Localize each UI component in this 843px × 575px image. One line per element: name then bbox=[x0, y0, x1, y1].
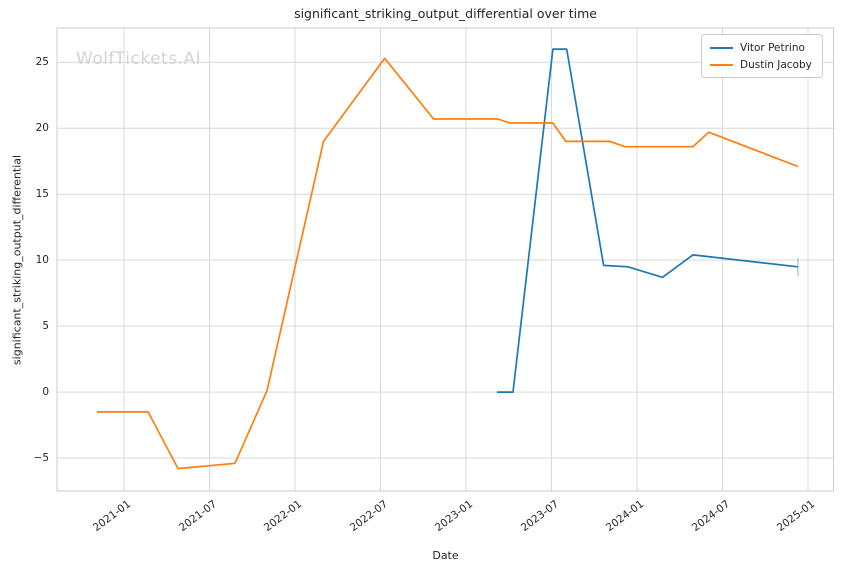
y-tick-label: 15 bbox=[35, 188, 49, 201]
y-tick-label: 0 bbox=[42, 386, 49, 399]
legend-label: Vitor Petrino bbox=[740, 41, 805, 54]
chart-title: significant_striking_output_differential… bbox=[294, 6, 597, 21]
legend-item-dustin-jacoby: Dustin Jacoby bbox=[710, 56, 814, 73]
y-tick-label: 25 bbox=[35, 56, 49, 69]
watermark: WolfTickets.AI bbox=[76, 49, 202, 69]
plot-border bbox=[56, 27, 834, 492]
legend: Vitor Petrino Dustin Jacoby bbox=[701, 34, 823, 78]
legend-item-vitor-petrino: Vitor Petrino bbox=[710, 39, 814, 56]
vitor-petrino-line bbox=[496, 48, 799, 393]
y-tick-label: 20 bbox=[35, 122, 49, 135]
dustin-jacoby-line bbox=[96, 57, 799, 470]
x-axis-label: Date bbox=[432, 549, 459, 562]
legend-line-swatch-orange bbox=[710, 63, 733, 66]
y-tick-label: −5 bbox=[33, 452, 49, 465]
y-tick-label: 5 bbox=[42, 320, 49, 333]
legend-line-swatch-blue bbox=[710, 46, 733, 49]
legend-label: Dustin Jacoby bbox=[740, 58, 812, 71]
y-tick-label: 10 bbox=[35, 254, 49, 267]
